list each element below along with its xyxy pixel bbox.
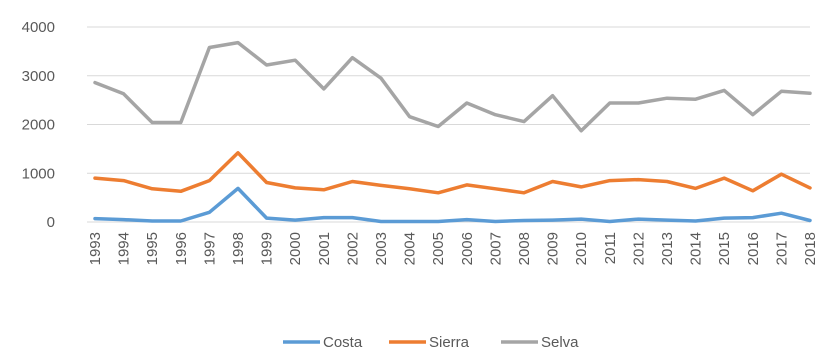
y-tick-label: 1000: [22, 165, 55, 182]
legend-label-sierra: Sierra: [429, 334, 470, 350]
x-tick-label: 2014: [688, 232, 705, 265]
x-tick-label: 2015: [716, 232, 733, 265]
gridlines: [87, 26, 810, 223]
x-tick-label: 2009: [545, 232, 562, 265]
x-tick-label: 2003: [373, 232, 390, 265]
legend-label-costa: Costa: [323, 334, 363, 350]
x-tick-label: 2002: [344, 232, 361, 265]
x-tick-label: 1997: [201, 232, 218, 265]
series-lines: [93, 40, 812, 224]
series-line-selva: [93, 40, 812, 133]
x-tick-label: 1995: [144, 232, 161, 265]
y-axis: 0 1000 2000 3000 4000: [22, 19, 55, 231]
x-tick-label: 2005: [430, 232, 447, 265]
y-tick-label: 0: [47, 214, 55, 231]
x-tick-label: 1999: [259, 232, 276, 265]
series-line-sierra: [93, 151, 812, 195]
x-tick-label: 1994: [116, 232, 133, 265]
series-line-costa: [93, 186, 812, 224]
x-tick-label: 1996: [173, 232, 190, 265]
x-tick-label: 2016: [745, 232, 762, 265]
x-tick-label: 2011: [602, 232, 619, 264]
x-tick-label: 1998: [230, 232, 247, 265]
x-tick-label: 2018: [802, 232, 818, 265]
x-tick-label: 2012: [630, 232, 647, 265]
legend-label-selva: Selva: [541, 334, 579, 350]
x-tick-label: 2010: [573, 232, 590, 265]
y-tick-label: 4000: [22, 19, 55, 36]
x-tick-label: 2006: [459, 232, 476, 265]
x-tick-label: 2013: [659, 232, 676, 265]
y-tick-label: 2000: [22, 117, 55, 134]
x-tick-label: 2004: [402, 232, 419, 265]
y-tick-label: 3000: [22, 68, 55, 85]
legend: Costa Sierra Selva: [283, 334, 579, 350]
x-tick-label: 2017: [773, 232, 790, 265]
x-tick-label: 1993: [87, 232, 104, 265]
x-tick-label: 2001: [316, 232, 333, 265]
x-axis: 1993 1994 1995 1996 1997 1998 1999 2000 2001 2002…: [87, 232, 818, 265]
x-tick-label: 2000: [287, 232, 304, 265]
x-tick-label: 2008: [516, 232, 533, 265]
x-tick-label: 2007: [487, 232, 504, 265]
